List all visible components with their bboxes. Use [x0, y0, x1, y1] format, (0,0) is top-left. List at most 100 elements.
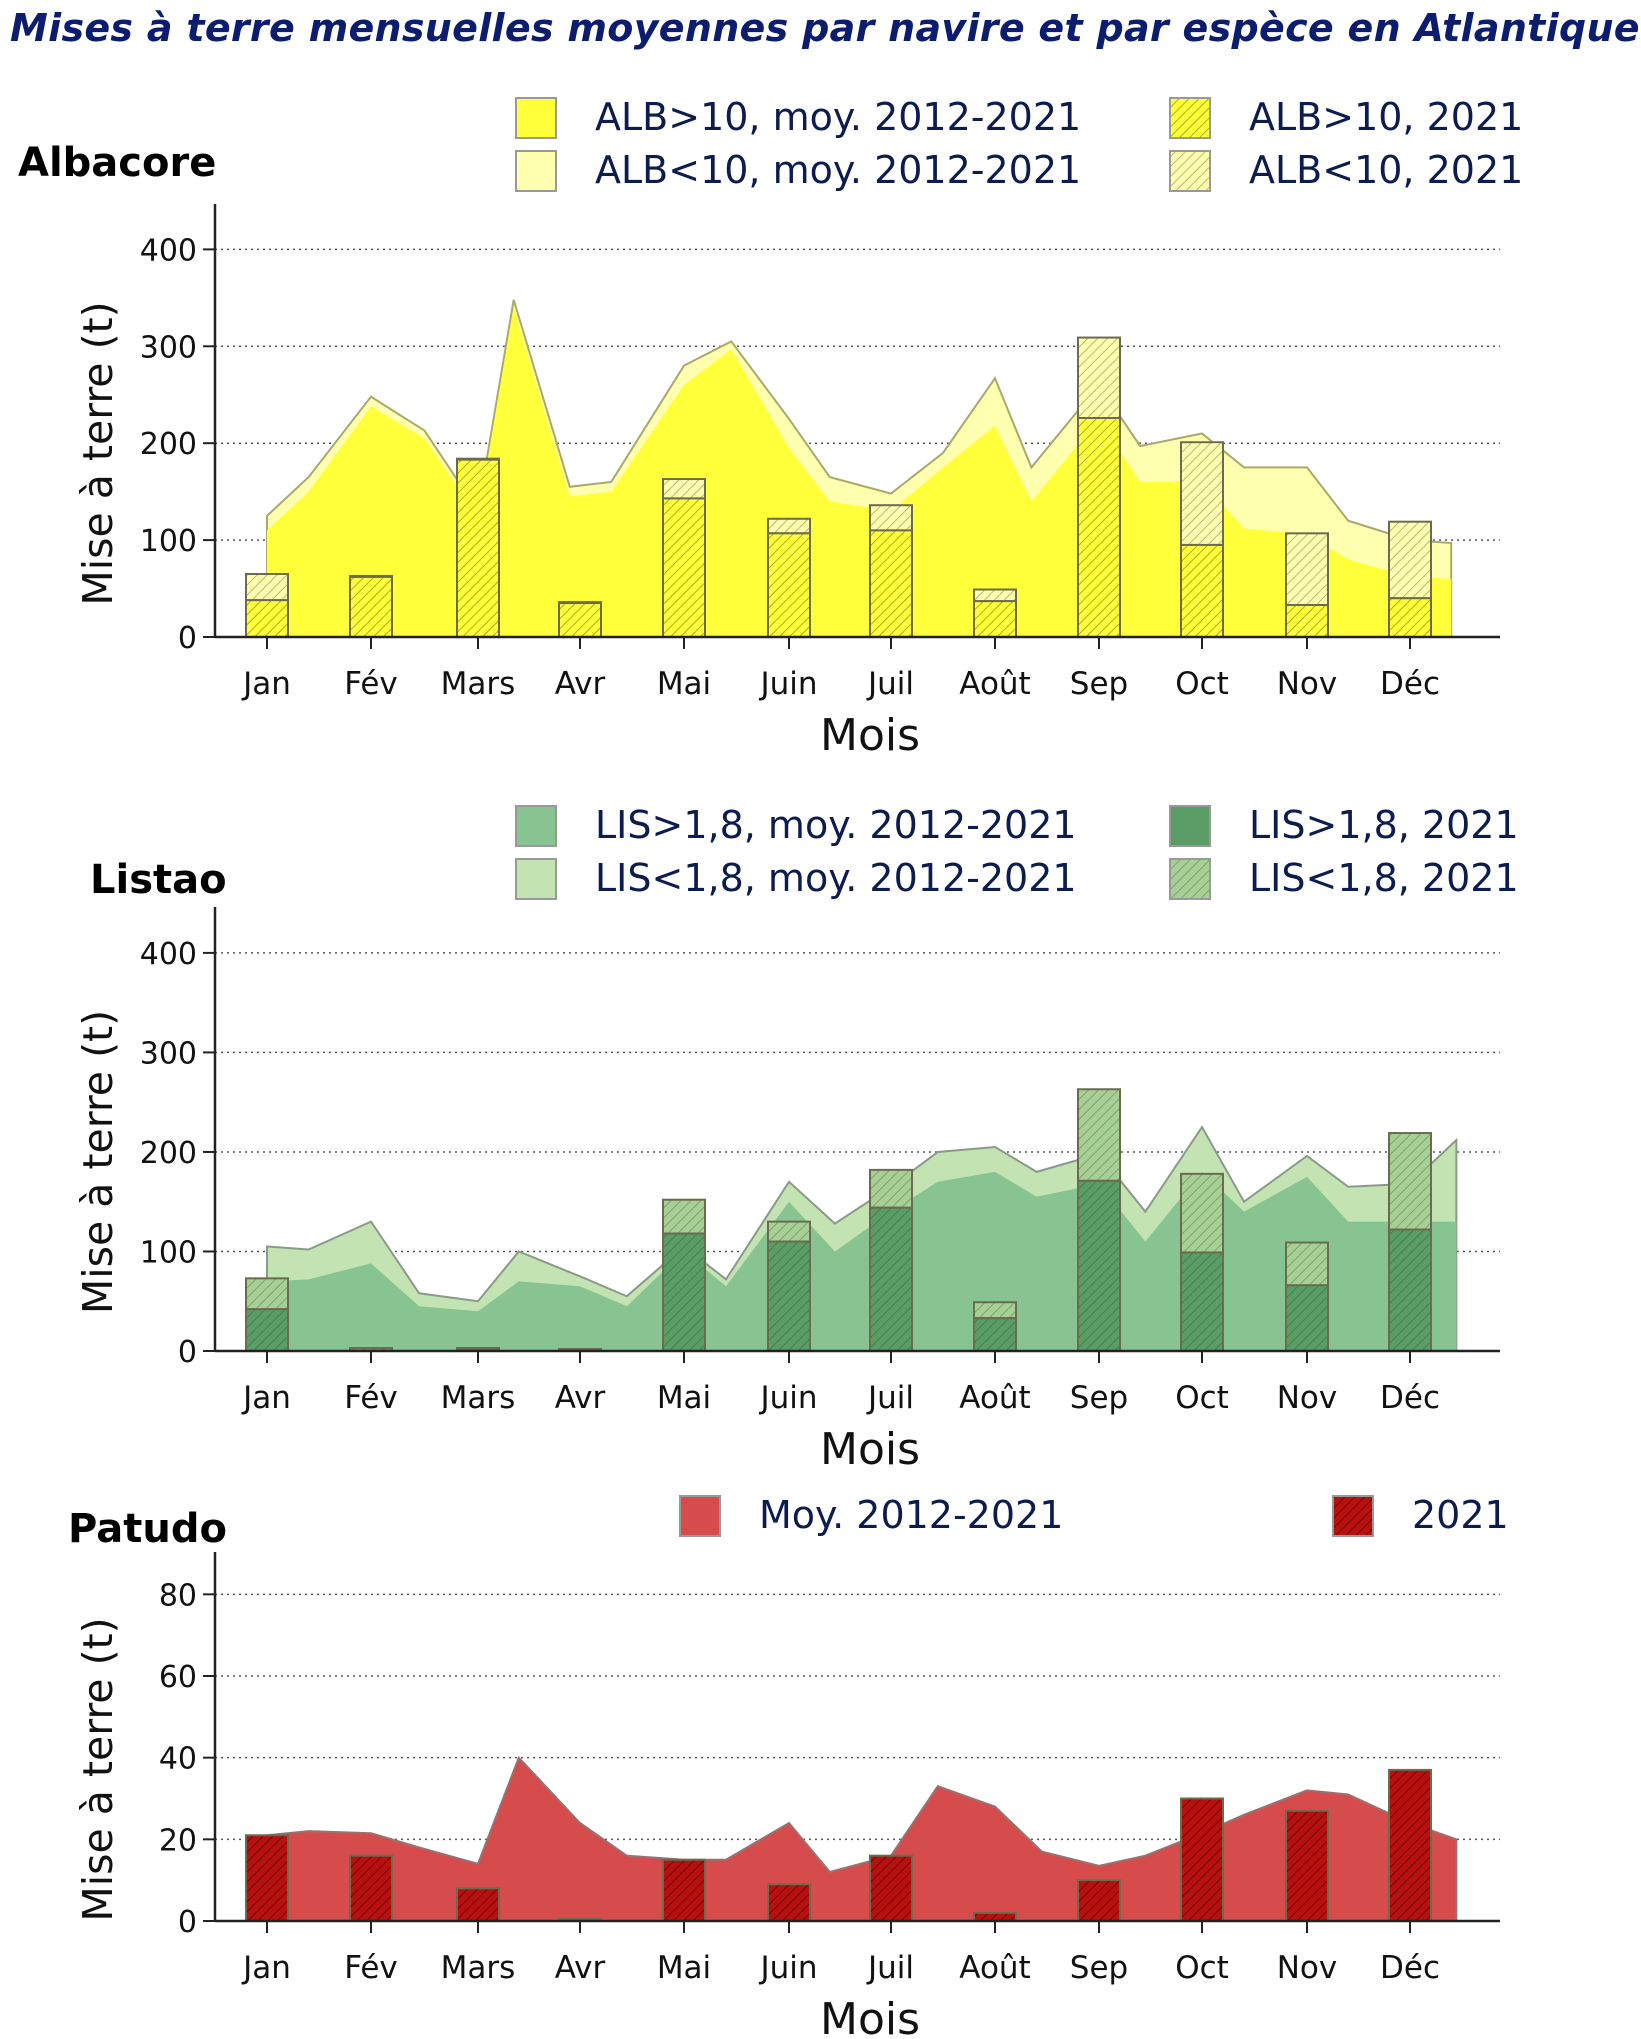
y-tick-label: 0 [178, 1905, 197, 1940]
bar-2021 [662, 1858, 706, 1922]
bar-2021 [1388, 1768, 1432, 1922]
x-tick-label: Nov [1277, 1950, 1338, 1986]
y-axis: 0 100 200 300 400 [140, 233, 1500, 656]
bar-small-2021 [1180, 441, 1224, 546]
x-tick-label: Sep [1070, 1950, 1128, 1986]
x-axis: Jan Fév Mars Avr Mai Juin Juil Août Sep Oct Nov Déc [241, 637, 1440, 702]
average-areas [266, 299, 1453, 638]
x-tick-label: Avr [555, 1950, 606, 1986]
x-tick-label: Mai [657, 1380, 711, 1416]
legend-label: 2021 [1412, 1493, 1509, 1537]
legend-swatch [1169, 805, 1211, 847]
page-title: Mises à terre mensuelles moyennes par na… [10, 6, 1640, 50]
x-tick-label: Déc [1380, 1950, 1440, 1986]
bar-2021 [1285, 1809, 1329, 1922]
y-tick-label: 300 [140, 1036, 197, 1071]
legend-label: ALB>10, moy. 2012-2021 [595, 95, 1081, 139]
x-tick-label: Mars [441, 666, 516, 702]
x-tick-label: Mai [657, 666, 711, 702]
y-tick-label: 200 [140, 1136, 197, 1171]
bar-small-2021 [245, 1277, 289, 1311]
bar-big-2021 [245, 1308, 289, 1352]
x-tick-label: Juin [758, 1950, 817, 1986]
legend-label: LIS>1,8, 2021 [1249, 803, 1519, 847]
bar-big-2021 [869, 529, 913, 639]
x-tick-label: Déc [1380, 1380, 1440, 1416]
x-tick-label: Juil [866, 1950, 914, 1986]
x-tick-label: Oct [1175, 666, 1229, 702]
y-axis: 0 20 40 60 80 [159, 1578, 1500, 1940]
y-tick-label: 400 [140, 233, 197, 268]
bar-big-2021 [767, 1240, 811, 1352]
x-axis-label: Mois [820, 1994, 920, 2039]
y-tick-label: 40 [159, 1742, 197, 1777]
bar-big-2021 [1077, 416, 1121, 638]
legend-swatch [1332, 1495, 1374, 1537]
legend-swatch [515, 858, 557, 900]
x-tick-label: Août [959, 1950, 1030, 1986]
bar-2021 [1180, 1797, 1224, 1922]
bar-big-2021 [456, 458, 500, 638]
bar-small-2021 [1388, 520, 1432, 600]
y-tick-label: 100 [140, 1235, 197, 1270]
x-tick-label: Juil [866, 666, 914, 702]
legend-label: ALB<10, moy. 2012-2021 [595, 148, 1081, 192]
average-areas [266, 1755, 1458, 1922]
bar-big-2021 [1077, 1179, 1121, 1353]
y-tick-label: 60 [159, 1660, 197, 1695]
chart-legend: LIS>1,8, moy. 2012-2021 LIS<1,8, moy. 201… [515, 803, 1519, 900]
x-axis-label: Mois [820, 710, 920, 761]
bar-big-2021 [245, 599, 289, 639]
x-tick-label: Nov [1277, 666, 1338, 702]
x-tick-label: Août [959, 1380, 1030, 1416]
bar-2021 [245, 1834, 289, 1922]
x-axis: Jan Fév Mars Avr Mai Juin Juil Août Sep Oct Nov Déc [241, 1921, 1440, 1986]
bar-big-2021 [1285, 604, 1329, 638]
x-tick-label: Juil [866, 1380, 914, 1416]
bar-big-2021 [558, 602, 602, 638]
legend-label: Moy. 2012-2021 [759, 1493, 1063, 1537]
x-tick-label: Déc [1380, 666, 1440, 702]
x-tick-label: Juin [758, 666, 817, 702]
bar-small-2021 [245, 573, 289, 602]
legend-swatch [515, 150, 557, 192]
y-tick-label: 20 [159, 1823, 197, 1858]
x-tick-label: Mars [441, 1950, 516, 1986]
x-tick-label: Mai [657, 1950, 711, 1986]
x-axis-label: Mois [820, 1424, 920, 1475]
x-tick-label: Fév [344, 1380, 398, 1416]
bar-big-2021 [1285, 1284, 1329, 1353]
bar-big-2021 [662, 497, 706, 638]
bar-big-2021 [1180, 543, 1224, 639]
bar-small-2021 [973, 588, 1017, 603]
legend-swatch [515, 805, 557, 847]
y-axis-label: Mise à terre (t) [74, 301, 122, 605]
bar-small-2021 [973, 1301, 1017, 1320]
bar-small-2021 [662, 1198, 706, 1235]
bar-small-2021 [1285, 532, 1329, 607]
x-tick-label: Jan [241, 1380, 291, 1416]
x-axis: Jan Fév Mars Avr Mai Juin Juil Août Sep Oct Nov Déc [241, 1351, 1440, 1416]
bar-big-2021 [767, 532, 811, 638]
bar-small-2021 [767, 1220, 811, 1243]
bars-2021 [245, 1768, 1432, 1923]
bar-2021 [869, 1854, 913, 1922]
y-tick-label: 300 [140, 330, 197, 365]
bar-2021 [1077, 1879, 1121, 1922]
x-tick-label: Nov [1277, 1380, 1338, 1416]
x-tick-label: Mars [441, 1380, 516, 1416]
bar-small-2021 [869, 504, 913, 532]
chart-species-title: Listao [90, 857, 227, 903]
bar-2021 [767, 1883, 811, 1922]
bar-big-2021 [1388, 597, 1432, 639]
bar-small-2021 [662, 478, 706, 500]
x-tick-label: Avr [555, 1380, 606, 1416]
bar-small-2021 [1388, 1132, 1432, 1231]
bars-2021 [245, 336, 1432, 639]
bar-big-2021 [1180, 1251, 1224, 1353]
chart-legend: ALB>10, moy. 2012-2021 ALB<10, moy. 2012-… [515, 95, 1523, 192]
bar-small-2021 [1077, 1088, 1121, 1182]
listao-chart: Listao LIS>1,8, moy. 2012-2021 LIS<1,8, mo… [74, 803, 1519, 1475]
bar-small-2021 [869, 1168, 913, 1209]
